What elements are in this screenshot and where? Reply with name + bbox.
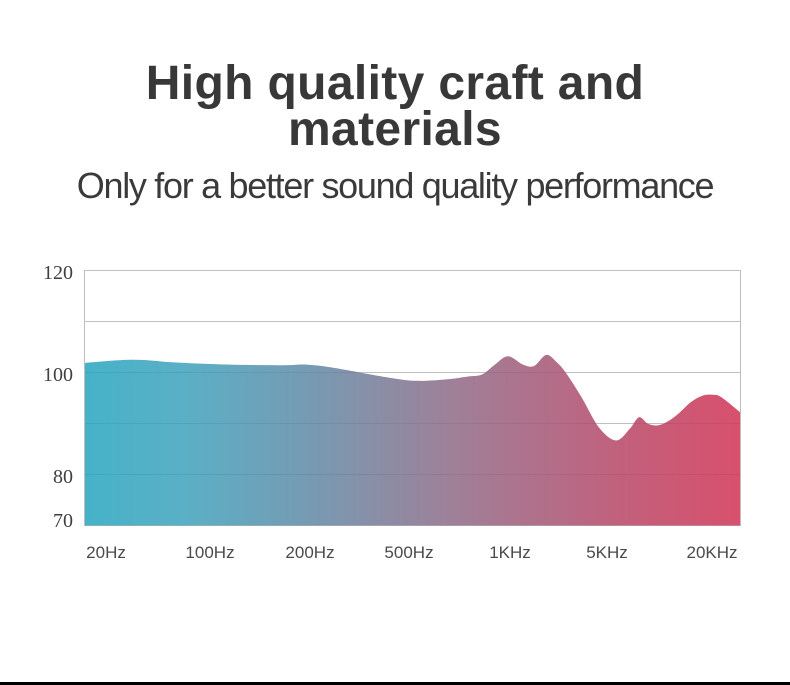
svg-text:1KHz: 1KHz: [489, 543, 531, 562]
svg-text:5KHz: 5KHz: [586, 543, 628, 562]
svg-text:200Hz: 200Hz: [285, 543, 334, 562]
svg-text:80: 80: [53, 466, 73, 488]
svg-text:20KHz: 20KHz: [686, 543, 737, 562]
svg-text:120: 120: [43, 262, 73, 284]
svg-text:500Hz: 500Hz: [384, 543, 433, 562]
svg-text:100Hz: 100Hz: [185, 543, 234, 562]
svg-text:70: 70: [53, 510, 73, 532]
svg-text:100: 100: [43, 364, 73, 386]
svg-text:20Hz: 20Hz: [86, 543, 126, 562]
